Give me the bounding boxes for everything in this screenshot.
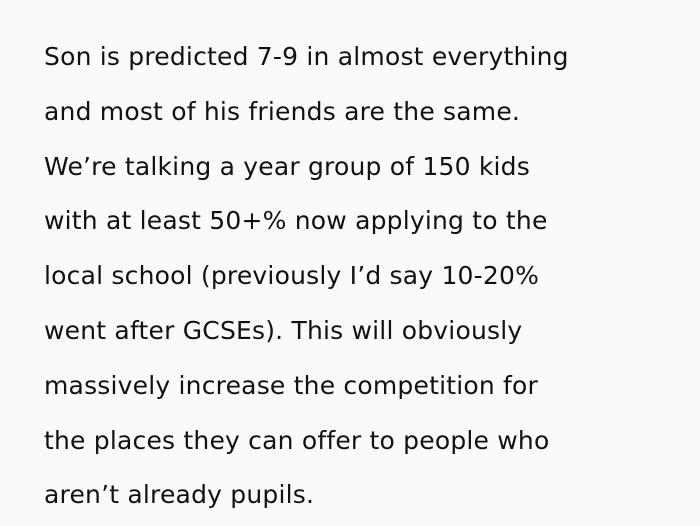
text-line: aren’t already pupils. — [44, 480, 315, 510]
text-line: the places they can offer to people who — [44, 425, 550, 455]
text-line: Son is predicted 7-9 in almost everythin… — [44, 42, 569, 71]
text-line: with at least 50+% now applying to the — [44, 206, 548, 236]
text-line: We’re talking a year group of 150 kids — [44, 151, 530, 181]
post-text: Son is predicted 7-9 in almost everythin… — [44, 30, 569, 523]
text-line: massively increase the competition for — [44, 370, 539, 400]
text-line: and most of his friends are the same. — [44, 96, 521, 126]
text-line: local school (previously I’d say 10-20% — [44, 261, 540, 291]
text-line: went after GCSEs). This will obviously — [44, 315, 523, 345]
